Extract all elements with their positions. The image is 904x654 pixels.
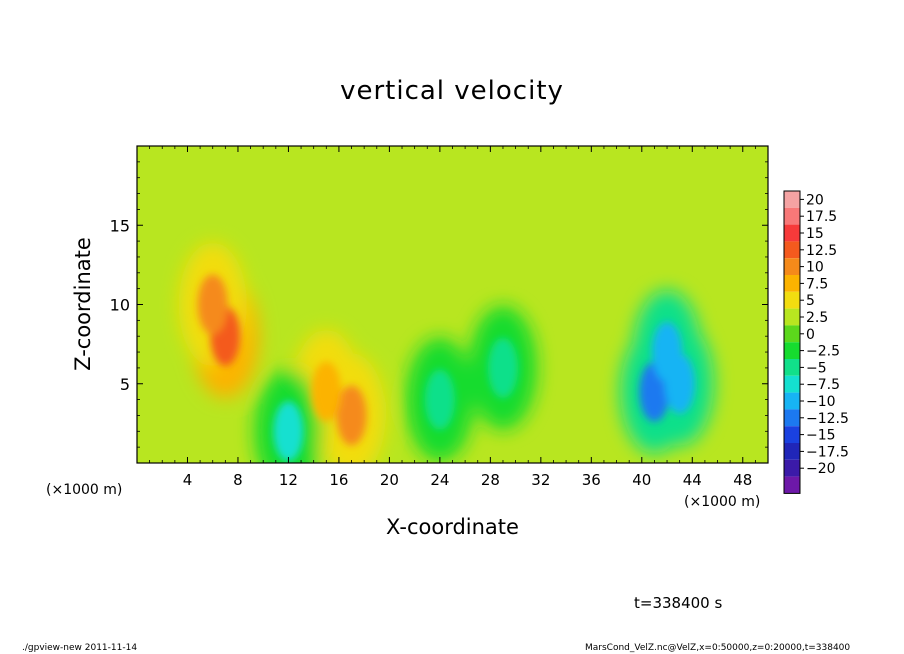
colorbar-label-6: 5 [806,293,815,309]
colorbar-swatch-11 [784,375,800,393]
feature-core-7 [664,353,695,414]
x-tick-label-11: 48 [733,471,752,489]
colorbar: 2017.51512.5107.552.50−2.5−5−7.5−10−12.5… [783,190,849,494]
x-tick-label-7: 32 [531,471,550,489]
y-tick-label-0: 5 [120,375,130,394]
colorbar-label-9: −2.5 [806,344,840,360]
x-tick-label-3: 16 [329,471,348,489]
colorbar-label-15: −17.5 [806,444,849,460]
colorbar-swatch-6 [784,291,800,309]
colorbar-swatch-14 [784,426,800,443]
y-tick-label-2: 15 [110,216,130,235]
x-tick-label-1: 8 [233,471,243,489]
feature-core-9 [424,369,455,430]
x-unit-label-right: (×1000 m) [684,494,761,510]
y-tick-label-1: 10 [110,296,130,315]
colorbar-swatch-1 [784,207,800,225]
x-tick-label-4: 20 [380,471,399,489]
y-axis-label: Z-coordinate [71,237,95,371]
feature-core-1 [197,274,228,335]
x-unit-label: (×1000 m) [46,482,123,498]
x-axis-label: X-coordinate [386,515,519,539]
colorbar-frame [783,190,801,494]
colorbar-swatch-15 [784,443,800,460]
x-tick-label-0: 4 [183,471,193,489]
colorbar-label-0: 20 [806,192,824,208]
velocity-field [137,146,768,463]
colorbar-swatch-5 [784,275,800,292]
footer-right: MarsCond_VelZ.nc@VelZ,x=0:50000,z=0:2000… [585,643,851,653]
colorbar-label-13: −12.5 [806,411,849,427]
colorbar-label-11: −7.5 [806,377,840,393]
colorbar-swatch-10 [784,359,800,376]
colorbar-label-1: 17.5 [806,209,837,225]
footer-left: ./gpview-new 2011-11-14 [22,643,138,653]
colorbar-swatch-17 [784,476,800,494]
feature-core-4 [273,401,304,462]
colorbar-label-2: 15 [806,226,824,242]
x-axis: 4 8 12 16 20 24 28 32 36 40 44 48 [149,146,756,489]
x-tick-label-2: 12 [279,471,298,489]
colorbar-swatch-13 [784,409,800,427]
x-tick-label-5: 24 [430,471,449,489]
chart-title: vertical velocity [340,76,564,106]
colorbar-swatch-4 [784,258,800,275]
colorbar-label-16: −20 [806,461,836,477]
colorbar-swatch-2 [784,224,800,242]
colorbar-swatch-9 [784,342,800,359]
colorbar-label-7: 2.5 [806,310,828,326]
colorbar-label-4: 10 [806,260,824,276]
x-tick-label-8: 36 [582,471,601,489]
feature-core-8 [487,337,518,398]
x-tick-label-9: 40 [632,471,651,489]
colorbar-swatch-16 [784,459,800,477]
colorbar-label-14: −15 [806,428,836,444]
y-axis: 5 10 15 [110,161,768,448]
time-annotation: t=338400 s [634,594,723,612]
feature-core-3 [311,361,342,422]
colorbar-label-3: 12.5 [806,243,837,259]
feature-core-2 [336,385,367,446]
colorbar-label-5: 7.5 [806,276,828,292]
colorbar-swatch-12 [784,392,800,410]
colorbar-swatch-7 [784,308,800,326]
colorbar-swatch-8 [784,325,800,343]
colorbar-label-10: −5 [806,360,827,376]
colorbar-swatch-0 [784,191,800,208]
colorbar-label-12: −10 [806,394,836,410]
colorbar-label-8: 0 [806,327,815,343]
x-tick-label-10: 44 [683,471,702,489]
colorbar-swatch-3 [784,241,800,259]
x-tick-label-6: 28 [481,471,500,489]
